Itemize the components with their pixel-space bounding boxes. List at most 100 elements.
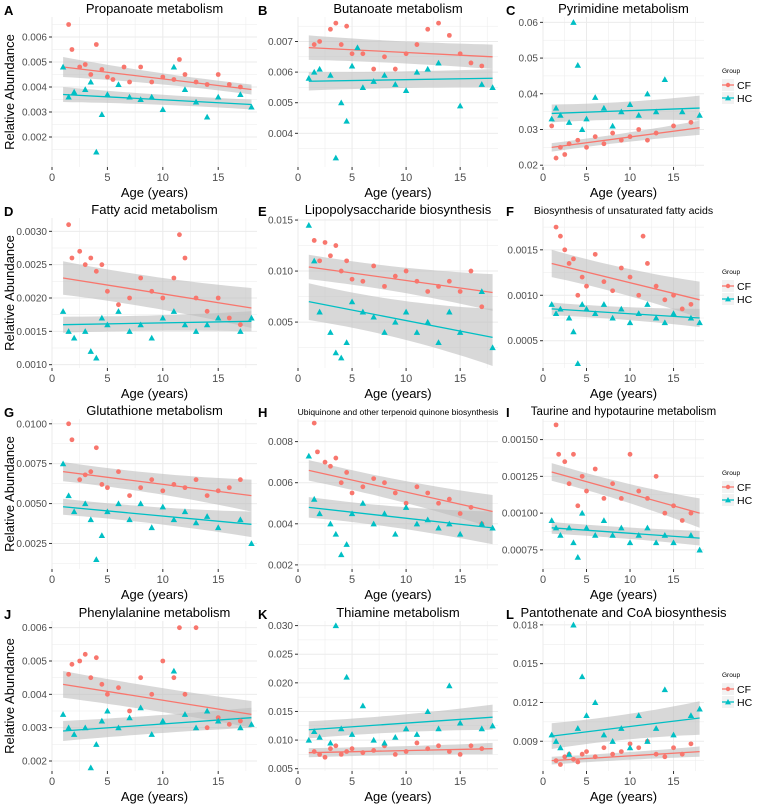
data-point-hc [574,725,582,731]
data-point-cf [553,155,559,161]
data-point-hc [237,724,244,731]
data-point-cf [182,72,188,77]
data-point-cf [160,488,166,494]
data-point-hc [618,725,625,731]
data-point-hc [126,714,133,721]
data-point-hc [696,705,703,712]
data-point-hc [370,736,377,743]
data-point-hc [348,298,356,305]
data-point-hc [115,81,122,88]
data-point-hc [237,91,244,98]
data-point-hc [311,68,318,75]
data-point-cf [601,279,607,285]
data-point-hc [311,495,318,502]
data-point-cf [116,469,121,475]
data-point-hc [456,329,464,335]
data-point-cf [425,289,431,294]
data-point-hc [600,104,608,111]
data-point-cf [110,77,116,82]
data-point-cf [237,477,243,483]
confidence-band-cf [551,249,700,318]
data-point-cf [618,749,624,755]
data-point-cf [127,295,132,301]
data-point-cf [601,141,607,147]
panel-a: 0 5 10 15 0.002 0.003 0.004 0.005 0.006 Propanoat… [2,1,257,200]
data-point-cf [311,42,317,47]
y-tick-label: 0.008 [268,437,293,448]
data-point-hc [565,119,573,125]
data-point-cf [640,233,646,239]
data-point-cf [601,745,607,751]
data-point-cf [592,754,598,760]
data-point-cf [93,655,99,661]
data-point-hc [343,117,350,124]
data-point-cf [138,675,144,681]
data-point-hc [332,349,340,356]
data-point-cf [571,756,576,762]
x-tick-label: 10 [400,776,412,788]
data-point-hc [661,319,669,326]
data-point-cf [468,743,474,749]
data-point-hc [583,712,590,718]
confidence-band-hc [308,704,493,739]
data-point-cf [566,481,572,487]
data-point-cf [414,278,420,284]
data-point-cf [653,130,659,136]
x-tick-label: 10 [157,776,169,788]
confidence-band-cf [63,261,252,328]
confidence-band-hc [63,87,252,110]
legend-title: Group [722,68,740,75]
data-point-hc [65,93,72,100]
x-tick-label: 5 [349,574,355,586]
data-point-cf [562,152,568,157]
data-point-hc [338,354,345,361]
data-point-cf [77,248,83,254]
data-point-hc [435,339,442,346]
data-point-cf [688,510,694,516]
data-point-cf [579,274,585,280]
data-point-cf [311,749,317,754]
y-tick-label: 0.030 [268,621,293,632]
data-point-cf [333,20,339,26]
panel-title: Taurine and hypotaurine metabolism [531,406,716,418]
data-point-cf [88,72,94,77]
data-point-hc [82,328,89,334]
data-point-hc [82,86,89,93]
data-point-cf [344,258,350,264]
y-tick-label: 0.009 [513,737,538,748]
data-point-cf [204,725,210,731]
data-point-cf [328,26,333,32]
x-tick-label: 10 [157,373,169,385]
panel-title: Thiamine metabolism [336,605,460,620]
data-point-cf [193,625,199,631]
y-tick-label: 0.018 [513,620,538,631]
data-point-cf [436,20,441,26]
legend-key-cf [725,484,731,490]
data-point-hc [478,81,485,87]
x-tick-label: 0 [540,172,546,184]
data-point-cf [226,82,232,87]
confidence-band-cf [63,462,252,512]
panel-k: 0 5 10 15 0.005 0.010 0.015 0.020 0.025 0.030 Thia… [258,605,498,804]
data-point-hc [435,524,442,531]
data-point-cf [645,137,650,143]
legend-title: Group [722,672,740,679]
data-point-hc [192,328,200,334]
data-point-hc [618,305,625,312]
panel-b: 0 5 10 15 0.004 0.005 0.006 0.007 Butanoate meta… [258,1,498,200]
data-point-hc [574,360,582,367]
data-point-hc [626,101,634,108]
data-point-hc [583,305,590,312]
data-point-hc [489,84,496,90]
y-tick-label: 0.005 [268,318,293,329]
data-point-cf [77,658,83,664]
data-point-cf [627,451,633,457]
data-point-cf [662,297,668,303]
regression-line-cf [62,277,252,309]
data-point-hc [413,329,421,335]
data-point-hc [170,63,178,70]
data-point-hc [327,739,334,746]
regression-line-hc [63,320,252,326]
data-point-hc [159,717,167,724]
